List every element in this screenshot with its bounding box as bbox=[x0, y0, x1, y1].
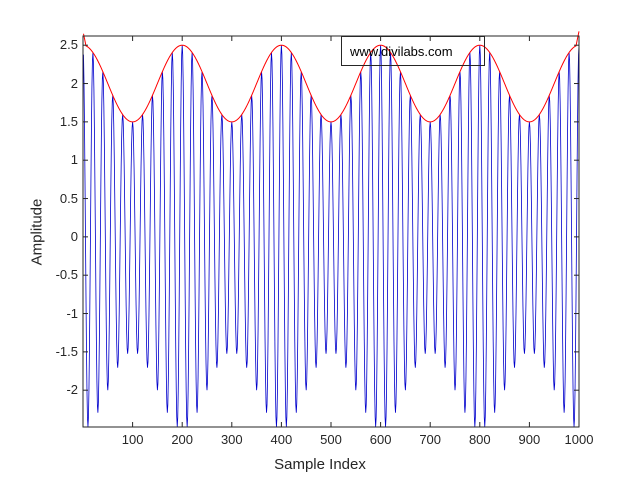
axes-box bbox=[82, 35, 580, 428]
y-tick-label: 0.5 bbox=[59, 190, 78, 206]
y-tick-label: -0.5 bbox=[55, 267, 78, 283]
x-tick-label: 600 bbox=[369, 432, 392, 447]
y-tick-label: -2 bbox=[66, 382, 78, 398]
x-tick-label: 500 bbox=[320, 432, 342, 447]
y-tick-label: 2 bbox=[70, 75, 78, 91]
y-tick-label: -1.5 bbox=[55, 343, 78, 359]
y-axis-label: Amplitude bbox=[28, 198, 46, 266]
y-tick-label: -1 bbox=[66, 305, 78, 321]
x-tick-label: 400 bbox=[270, 432, 293, 447]
legend: www.divilabs.com bbox=[341, 36, 485, 66]
y-tick-label: 0 bbox=[70, 228, 78, 244]
legend-text: www.divilabs.com bbox=[350, 43, 453, 59]
x-tick-label: 900 bbox=[518, 432, 541, 447]
x-tick-label: 700 bbox=[419, 432, 442, 447]
signal-line bbox=[83, 45, 580, 427]
y-tick-label: 1.5 bbox=[59, 113, 78, 129]
y-tick-label: 2.5 bbox=[59, 37, 78, 53]
x-axis-label: Sample Index bbox=[274, 456, 366, 473]
x-tick-label: 100 bbox=[121, 432, 144, 447]
envelope-line bbox=[83, 31, 580, 123]
x-tick-label: 1000 bbox=[564, 432, 594, 447]
x-tick-label: 200 bbox=[171, 432, 194, 447]
x-tick-label: 800 bbox=[468, 432, 491, 447]
x-tick-label: 300 bbox=[220, 432, 243, 447]
y-tick-label: 1 bbox=[70, 152, 78, 168]
